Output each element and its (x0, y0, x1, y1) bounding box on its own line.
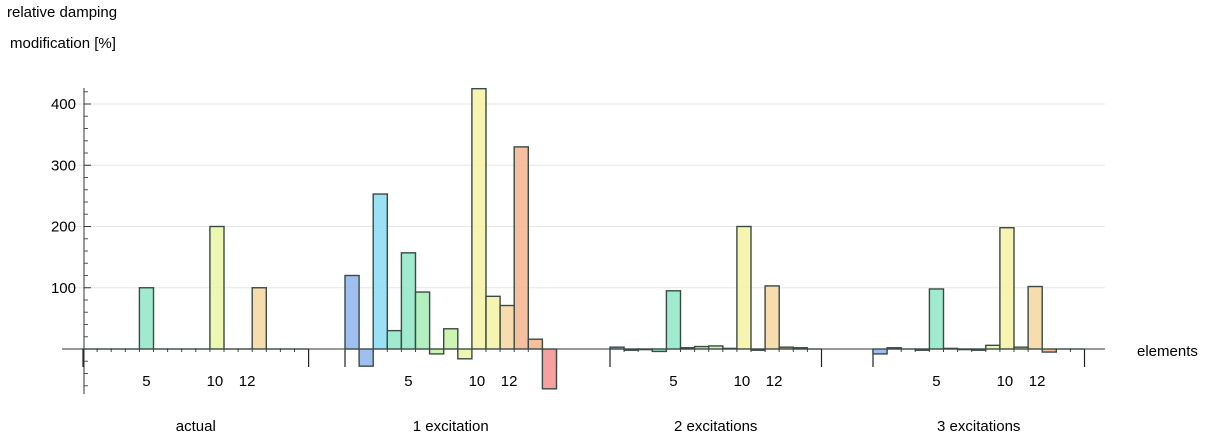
bar-3-excitations-12 (1027, 285, 1043, 350)
bar-actual-10 (209, 225, 225, 350)
bars (82, 87, 1086, 390)
bar-2-excitations-13 (778, 346, 795, 350)
bar-2-excitations-6 (679, 347, 696, 350)
element-label-10: 10 (734, 373, 751, 390)
y-axis-label-line1: relative damping (7, 4, 117, 21)
bar-2-excitations-9 (722, 347, 738, 350)
bar-3-excitations-8 (971, 348, 987, 351)
bar-2-excitations-11 (750, 348, 766, 351)
y-tick-label-400: 400 (51, 96, 76, 113)
bar-1-excitation-3 (372, 193, 389, 350)
bar-3-excitations-4 (914, 348, 931, 351)
x-axis-label: elements (1137, 343, 1198, 360)
bar-1-excitation-5 (400, 252, 417, 350)
element-label-10: 10 (469, 373, 486, 390)
element-label-10: 10 (997, 373, 1014, 390)
y-axis-label-line2: modification [%] (10, 35, 116, 52)
bar-3-excitations-6 (942, 347, 959, 350)
bar-3-excitations-10 (999, 227, 1015, 350)
bar-1-excitation-12 (499, 304, 515, 350)
bar-3-excitations-2 (886, 347, 902, 350)
bar-3-excitations-11 (1013, 346, 1029, 350)
element-label-5: 5 (404, 373, 412, 390)
labels: relative damping modification [%] elemen… (7, 4, 1198, 435)
group-label-2-excitations: 2 excitations (674, 418, 757, 435)
bar-1-excitation-8 (443, 328, 459, 350)
y-tick-label-300: 300 (51, 157, 76, 174)
element-label-12: 12 (1029, 373, 1046, 390)
element-label-10: 10 (207, 373, 224, 390)
bar-3-excitations-5 (928, 288, 945, 350)
bar-2-excitations-5 (665, 290, 682, 350)
y-tick-label-100: 100 (51, 280, 76, 297)
bar-1-excitation-9 (457, 348, 473, 360)
bar-2-excitations-14 (792, 347, 809, 350)
group-label-1-excitation: 1 excitation (413, 418, 489, 435)
bar-3-excitations-9 (985, 344, 1001, 350)
bar-1-excitation-2 (358, 348, 374, 367)
bar-1-excitation-11 (485, 295, 501, 350)
bar-1-excitation-15 (541, 348, 558, 390)
element-label-12: 12 (766, 373, 783, 390)
element-label-12: 12 (501, 373, 518, 390)
y-tick-label-200: 200 (51, 219, 76, 236)
bar-1-excitation-4 (386, 329, 403, 350)
bar-1-excitation-10 (471, 87, 487, 350)
gridlines (62, 103, 1105, 289)
bar-1-excitation-1 (344, 274, 360, 350)
bar-actual-5 (138, 287, 155, 350)
bar-2-excitations-4 (651, 348, 668, 353)
bar-2-excitations-7 (693, 345, 710, 350)
bar-1-excitation-14 (527, 338, 544, 350)
group-label-3-excitations: 3 excitations (937, 418, 1020, 435)
bar-3-excitations-1 (872, 348, 888, 355)
bar-2-excitations-3 (637, 348, 654, 351)
element-label-5: 5 (669, 373, 677, 390)
bar-1-excitation-6 (414, 291, 431, 350)
bar-2-excitations-2 (623, 348, 639, 351)
bar-2-excitations-1 (609, 346, 625, 350)
bar-actual-13 (251, 287, 267, 350)
bar-2-excitations-8 (708, 345, 724, 350)
element-label-5: 5 (142, 373, 150, 390)
bar-3-excitations-13 (1041, 348, 1057, 353)
bar-2-excitations-10 (736, 225, 752, 350)
element-label-5: 5 (932, 373, 940, 390)
bar-3-excitations-7 (956, 348, 973, 351)
group-label-actual: actual (176, 418, 216, 435)
bar-1-excitation-7 (428, 348, 445, 355)
element-label-12: 12 (239, 373, 256, 390)
bar-1-excitation-13 (513, 146, 530, 350)
bar-2-excitations-12 (764, 285, 780, 350)
